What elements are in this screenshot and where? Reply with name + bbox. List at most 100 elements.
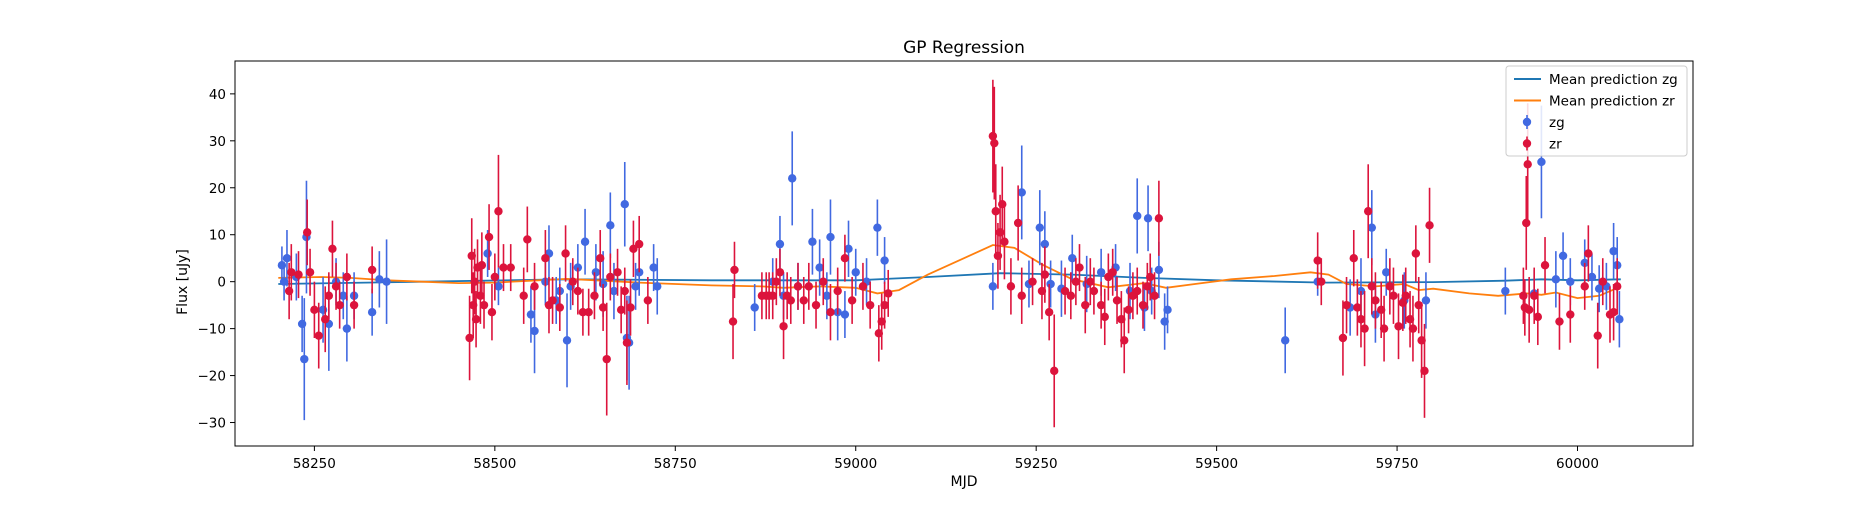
data-point-zg <box>580 237 590 246</box>
data-point-zr <box>833 286 842 296</box>
data-point-zg <box>494 282 503 291</box>
data-point-zg <box>1046 279 1055 289</box>
data-point-zr <box>1313 256 1322 265</box>
data-point-zr <box>1523 160 1532 169</box>
legend-swatch-zg <box>1522 117 1532 127</box>
data-point-zr <box>1408 324 1418 333</box>
data-point-zr <box>499 263 508 272</box>
data-point-zr <box>1540 261 1550 270</box>
data-point-zg <box>653 282 662 291</box>
data-point-zr <box>568 277 577 286</box>
data-point-zr <box>1000 237 1009 246</box>
data-point-zg <box>1133 211 1142 221</box>
data-point-zr <box>768 291 777 300</box>
data-point-zg <box>1280 336 1290 345</box>
data-point-zr <box>479 300 489 310</box>
data-point-zr <box>1006 282 1016 291</box>
axes: 58250 58500 58750 59000 59250 59500 59750 60000… <box>198 60 1694 472</box>
data-point-zr <box>294 270 303 279</box>
data-point-zr <box>596 253 605 263</box>
data-point-zg <box>1143 214 1153 223</box>
data-point-zr <box>1060 286 1070 296</box>
data-point-zg <box>606 221 615 230</box>
data-point-zg <box>1017 188 1026 197</box>
data-point-zr <box>1108 268 1117 277</box>
data-point-zr <box>775 268 785 277</box>
data-point-zr <box>484 232 494 242</box>
y-tick-label: 0 <box>217 275 226 291</box>
data-point-zr <box>471 315 481 324</box>
series-points-zr <box>284 79 1622 428</box>
data-point-zr <box>1342 300 1351 310</box>
data-point-zr <box>1071 277 1081 286</box>
data-point-zr <box>1524 305 1534 315</box>
data-point-zr <box>884 289 893 298</box>
data-point-zr <box>1089 286 1099 296</box>
data-point-zr <box>1389 291 1398 300</box>
data-point-zg <box>526 310 536 319</box>
data-point-zr <box>990 138 999 148</box>
data-point-zr <box>1609 307 1618 317</box>
data-point-zr <box>287 268 296 277</box>
data-point-zr <box>561 249 570 258</box>
plot-area <box>277 79 1624 428</box>
data-point-zr <box>305 268 315 277</box>
data-point-zr <box>613 268 622 277</box>
legend-item-mean-prediction-zg: Mean prediction zg <box>1514 72 1678 88</box>
data-point-zr <box>590 291 599 300</box>
data-point-zr <box>728 317 738 326</box>
data-point-zr <box>1519 291 1528 300</box>
data-point-zr <box>1566 310 1575 319</box>
data-point-zr <box>1371 296 1380 305</box>
data-point-zr <box>1154 214 1164 223</box>
x-tick-label: 59250 <box>1015 456 1058 472</box>
data-point-zr <box>494 207 503 216</box>
legend-label-zg: zg <box>1549 115 1565 131</box>
data-point-zg <box>808 237 817 246</box>
data-point-zr <box>1317 277 1326 286</box>
x-tick-label: 58750 <box>654 456 697 472</box>
data-point-zg <box>1537 157 1546 167</box>
data-point-zr <box>1338 333 1348 343</box>
data-point-zr <box>1075 263 1084 272</box>
data-point-zg <box>775 239 785 249</box>
plot-frame <box>234 60 1694 447</box>
data-point-zg <box>1035 223 1044 232</box>
data-point-zg <box>815 263 824 272</box>
data-point-zr <box>858 282 868 291</box>
data-point-zr <box>1096 300 1106 310</box>
data-point-zr <box>1533 312 1543 322</box>
data-point-zr <box>622 338 632 347</box>
data-point-zr <box>1360 324 1369 333</box>
data-point-zg <box>609 286 619 296</box>
data-point-zg <box>375 275 384 284</box>
y-tick-label: 40 <box>209 87 226 103</box>
data-point-zr <box>1356 315 1366 324</box>
y-tick-label: 30 <box>209 134 226 150</box>
x-tick-label: 58500 <box>473 456 516 472</box>
data-point-zr <box>598 303 608 312</box>
data-point-zr <box>819 277 828 286</box>
data-point-zr <box>991 207 1000 216</box>
data-point-zr <box>847 296 857 305</box>
y-tick-label: −10 <box>198 322 227 338</box>
y-tick-label: −20 <box>198 369 227 385</box>
data-point-zg <box>1068 253 1077 263</box>
data-point-zg <box>750 303 759 312</box>
data-point-zr <box>1081 300 1090 310</box>
data-point-zr <box>606 272 615 282</box>
data-point-zg <box>562 336 572 345</box>
data-point-zg <box>988 282 998 291</box>
plot-content <box>277 79 1624 428</box>
y-axis-label: Flux [uJy] <box>175 249 191 315</box>
data-point-zr <box>840 253 850 263</box>
chart-title: GP Regression <box>903 38 1025 58</box>
data-point-zg <box>851 268 860 277</box>
data-point-zg <box>300 354 309 364</box>
data-point-zr <box>519 291 528 300</box>
data-point-zr <box>730 265 739 275</box>
data-point-zr <box>772 277 781 286</box>
data-point-zr <box>1522 218 1531 228</box>
data-point-zr <box>324 291 334 300</box>
